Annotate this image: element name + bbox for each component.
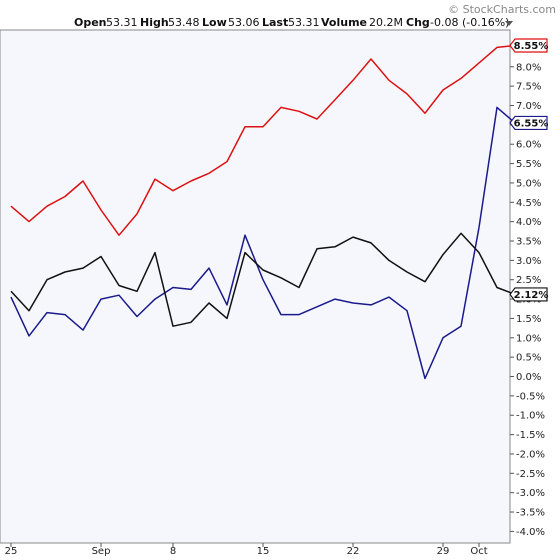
x-tick-label: 15 [257, 546, 270, 557]
x-tick-label: 8 [170, 546, 176, 557]
chg-value: -0.08 (-0.16%) [430, 16, 509, 29]
x-tick-label: Oct [470, 546, 487, 557]
y-tick-label: 8.0% [516, 62, 541, 73]
y-tick-label: 7.5% [516, 82, 541, 93]
y-tick-label: -3.5% [516, 508, 545, 519]
price-info-bar: Open 53.31 High 53.48 Low 53.06 Last 53.… [74, 16, 513, 29]
series-end-badge-0: 8.55% [510, 39, 548, 52]
watermark: © StockCharts.com [448, 3, 556, 16]
y-tick-label: 0.5% [516, 353, 541, 364]
plot-area [0, 30, 510, 543]
series-end-label: 6.55% [514, 118, 549, 129]
y-tick-label: 0.0% [516, 372, 541, 383]
x-tick-label: 22 [347, 546, 360, 557]
y-tick-label: -2.5% [516, 469, 545, 480]
y-tick-label: -2.0% [516, 449, 545, 460]
y-tick-label: 2.5% [516, 275, 541, 286]
y-tick-label: 5.5% [516, 159, 541, 170]
series-end-label: 8.55% [514, 41, 549, 52]
low-label: Low [202, 16, 227, 29]
series-end-badge-2: 2.12% [510, 288, 548, 301]
x-tick-label: 25 [5, 546, 18, 557]
y-tick-label: 7.0% [516, 101, 541, 112]
y-tick-label: 6.0% [516, 140, 541, 151]
x-tick-label: Sep [92, 546, 111, 557]
y-tick-label: -4.0% [516, 527, 545, 538]
high-value: 53.48 [168, 16, 200, 29]
y-tick-label: 1.0% [516, 333, 541, 344]
series-end-label: 2.12% [514, 290, 549, 301]
volume-value: 20.2M [369, 16, 403, 29]
y-tick-label: -1.5% [516, 430, 545, 441]
last-label: Last [262, 16, 288, 29]
y-tick-label: -3.0% [516, 488, 545, 499]
open-label: Open [74, 16, 107, 29]
last-value: 53.31 [288, 16, 320, 29]
y-tick-label: -1.0% [516, 411, 545, 422]
y-tick-label: 4.0% [516, 217, 541, 228]
open-value: 53.31 [106, 16, 138, 29]
volume-label: Volume [321, 16, 367, 29]
chg-label: Chg [406, 16, 430, 29]
y-tick-label: 1.5% [516, 314, 541, 325]
high-label: High [140, 16, 169, 29]
y-tick-label: 4.5% [516, 198, 541, 209]
series-end-badge-1: 6.55% [510, 116, 548, 129]
y-tick-label: 3.0% [516, 256, 541, 267]
y-tick-label: 3.5% [516, 237, 541, 248]
y-tick-label: 5.0% [516, 178, 541, 189]
y-tick-label: -0.5% [516, 391, 545, 402]
x-tick-label: 29 [437, 546, 450, 557]
low-value: 53.06 [228, 16, 260, 29]
